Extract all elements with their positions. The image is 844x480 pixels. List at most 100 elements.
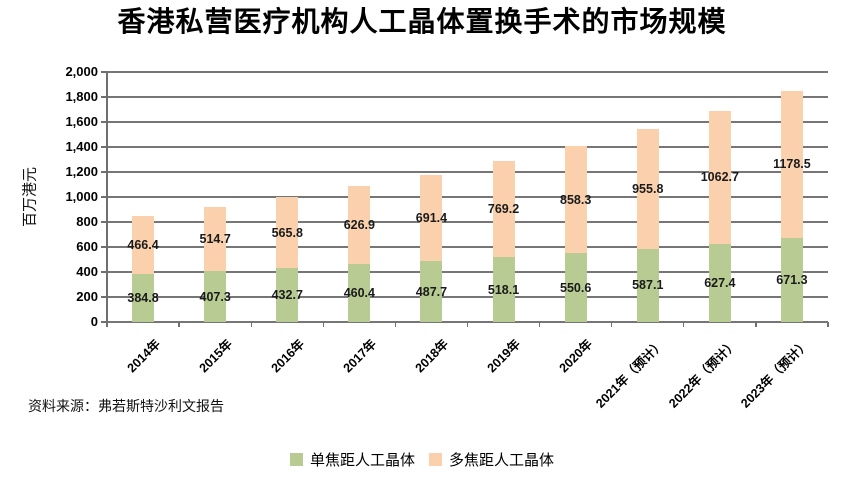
- bar-value-label: 769.2: [487, 202, 520, 217]
- bar-segment-multi-focal: [132, 215, 155, 274]
- bar-value-label: 565.8: [271, 225, 303, 240]
- x-category-label: 2020年: [556, 336, 596, 376]
- x-category-label: 2023年（预计）: [737, 336, 812, 411]
- bar-value-label: 1178.5: [773, 157, 811, 172]
- gridline: [107, 96, 828, 98]
- x-category-label: 2016年: [268, 336, 307, 376]
- bar-value-label: 691.4: [415, 210, 448, 225]
- gridline: [107, 246, 828, 248]
- gridline: [107, 221, 828, 223]
- bar-segment-single-focal: [420, 261, 443, 322]
- bar-value-label: 1062.7: [700, 170, 739, 185]
- gridline: [107, 121, 828, 123]
- x-tick-mark: [106, 322, 108, 327]
- y-tick-label: 2,000: [65, 64, 98, 79]
- bar-value-label: 514.7: [199, 231, 231, 246]
- bar-value-label: 432.7: [271, 287, 303, 302]
- y-tick-mark: [101, 296, 107, 298]
- bar-segment-multi-focal: [708, 110, 731, 244]
- bar-value-label: 858.3: [560, 192, 592, 207]
- gridline: [107, 271, 828, 273]
- bar-segment-single-focal: [132, 273, 155, 322]
- y-tick-label: 1,800: [65, 89, 98, 104]
- x-tick-mark: [538, 322, 541, 327]
- legend: 单焦距人工晶体 多焦距人工晶体: [0, 449, 844, 470]
- bar-segment-single-focal: [708, 243, 731, 322]
- bar-segment-single-focal: [492, 257, 515, 322]
- bar-segment-multi-focal: [636, 129, 659, 249]
- legend-swatch-multi-focal: [429, 453, 442, 466]
- y-tick-mark: [101, 321, 107, 323]
- bar-segment-multi-focal: [780, 90, 803, 239]
- gridline: [107, 171, 828, 173]
- x-category-label: 2018年: [412, 336, 452, 376]
- bar-segment-single-focal: [564, 253, 587, 322]
- legend-item: 多焦距人工晶体: [429, 449, 554, 470]
- gridline: [107, 71, 828, 73]
- y-tick-mark: [101, 171, 107, 173]
- bar-segment-single-focal: [204, 271, 227, 322]
- bar-value-label: 407.3: [199, 289, 231, 304]
- y-tick-label: 200: [76, 289, 98, 304]
- y-axis-title: 百万港元: [20, 166, 39, 228]
- y-tick-mark: [101, 271, 107, 273]
- source-note: 资料来源：弗若斯特沙利文报告: [28, 399, 224, 415]
- bar-segment-single-focal: [636, 248, 659, 322]
- legend-label: 单焦距人工晶体: [309, 451, 415, 469]
- x-category-label: 2022年（预计）: [665, 336, 740, 411]
- x-tick-mark: [466, 322, 469, 327]
- bar-segment-multi-focal: [564, 145, 587, 254]
- x-tick-mark: [683, 322, 685, 327]
- bar-value-label: 550.6: [560, 280, 592, 295]
- y-tick-mark: [101, 146, 107, 148]
- gridline: [107, 146, 828, 148]
- bar-value-label: 671.3: [776, 273, 808, 288]
- chart-title: 香港私营医疗机构人工晶体置换手术的市场规模: [117, 5, 727, 38]
- bar-segment-multi-focal: [420, 174, 443, 262]
- x-category-label: 2015年: [196, 336, 235, 376]
- x-tick-mark: [178, 322, 180, 327]
- y-axis-line: [106, 72, 108, 323]
- y-tick-mark: [101, 71, 107, 73]
- bar-value-label: 384.8: [127, 290, 159, 305]
- y-tick-label: 600: [76, 239, 98, 254]
- x-tick-mark: [394, 322, 397, 327]
- y-tick-mark: [101, 221, 107, 223]
- bar-value-label: 518.1: [487, 282, 520, 297]
- bar-segment-single-focal: [276, 267, 299, 322]
- x-tick-mark: [322, 322, 324, 327]
- y-tick-mark: [101, 246, 107, 248]
- bar-segment-single-focal: [348, 264, 371, 322]
- bar-value-label: 626.9: [343, 218, 375, 233]
- bar-value-label: 460.4: [343, 286, 375, 301]
- bar-segment-multi-focal: [204, 206, 227, 272]
- legend-swatch-single-focal: [289, 453, 303, 466]
- y-tick-mark: [101, 121, 107, 123]
- y-tick-label: 1,400: [65, 139, 98, 154]
- gridline: [107, 296, 828, 298]
- y-tick-mark: [101, 196, 107, 198]
- bar-segment-multi-focal: [276, 197, 299, 268]
- x-category-label: 2021年（预计）: [593, 336, 668, 411]
- y-tick-mark: [101, 96, 107, 98]
- legend-label: 多焦距人工晶体: [449, 451, 555, 469]
- x-tick-mark: [827, 322, 829, 327]
- bar-segment-multi-focal: [492, 161, 515, 258]
- bar-value-label: 627.4: [704, 275, 736, 290]
- x-tick-mark: [250, 322, 252, 327]
- y-tick-label: 400: [76, 264, 98, 279]
- y-tick-label: 800: [76, 214, 98, 229]
- bar-value-label: 587.1: [632, 278, 664, 293]
- x-category-label: 2014年: [124, 336, 163, 376]
- x-category-label: 2019年: [484, 336, 524, 376]
- legend-item: 单焦距人工晶体: [289, 449, 415, 470]
- gridline: [107, 196, 828, 198]
- bar-value-label: 955.8: [632, 181, 664, 196]
- y-tick-label: 1,600: [65, 114, 98, 129]
- y-tick-label: 0: [90, 314, 98, 329]
- x-tick-mark: [611, 322, 613, 327]
- x-axis-line: [107, 321, 828, 323]
- bar-value-label: 487.7: [415, 284, 448, 299]
- bar-segment-multi-focal: [348, 186, 371, 265]
